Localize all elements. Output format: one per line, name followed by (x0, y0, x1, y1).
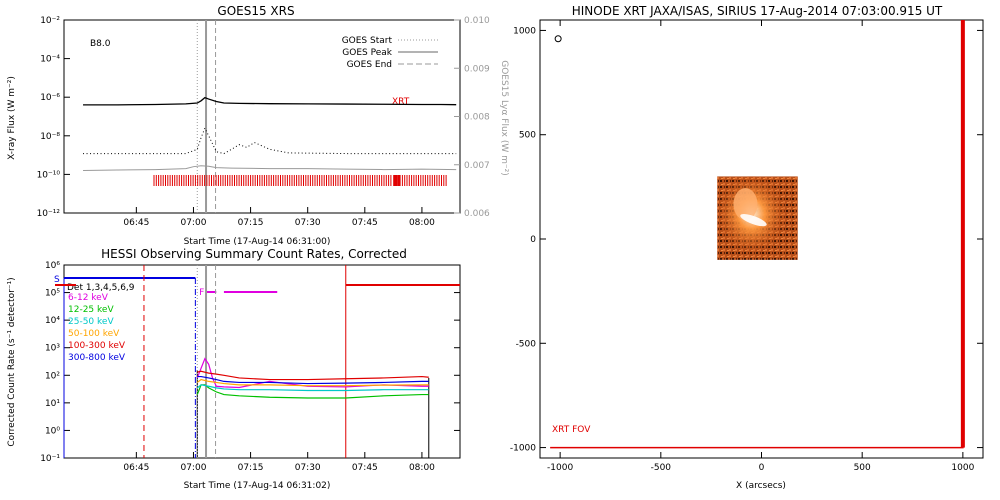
goes-y-tick-label: 10⁻¹⁰ (37, 170, 61, 180)
hessi-legend-label: 300-800 keV (68, 353, 126, 363)
hessi-legend-label: 6-12 keV (68, 293, 109, 303)
goes-y-tick-label: 10⁻⁴ (40, 55, 60, 65)
goes-x-tick-label: 08:00 (409, 218, 435, 228)
goes-title: GOES15 XRS (217, 4, 294, 18)
hessi-legend-title: Det 1,3,4,5,6,9 (67, 283, 135, 293)
xrt-fov-right-edge (960, 20, 965, 448)
xrt-coverage-tick (397, 175, 401, 186)
hessi-f-flag: F (199, 288, 204, 298)
goes-y2-tick-label: 0.008 (464, 113, 490, 123)
hessi-x-tick-label: 08:00 (409, 463, 435, 473)
hessi-series (196, 384, 429, 399)
hessi-x-tick-label: 07:45 (352, 463, 378, 473)
xrt-x-tick-label: 1000 (951, 463, 974, 473)
hessi-s-flag: S (54, 275, 60, 285)
goes-x-tick-label: 07:15 (238, 218, 264, 228)
xrt-y-tick-label: -500 (516, 339, 537, 349)
xrt-y-tick-label: 1000 (513, 26, 536, 36)
hessi-x-tick-label: 07:15 (238, 463, 264, 473)
xrt-x-tick-label: -500 (651, 463, 672, 473)
goes-class-annotation: B8.0 (90, 39, 111, 49)
hessi-legend-label: 50-100 keV (68, 329, 120, 339)
hessi-xlabel: Start Time (17-Aug-14 06:31:02) (184, 481, 331, 491)
xrt-coverage-tick (393, 175, 396, 186)
hessi-y-tick-label: 10⁰ (45, 426, 60, 436)
goes-x-tick-label: 07:45 (352, 218, 378, 228)
xrt-fov-label: XRT FOV (552, 425, 591, 435)
goes-y2-tick-label: 0.007 (464, 161, 490, 171)
hessi-x-tick-label: 06:45 (123, 463, 149, 473)
goes-legend-label: GOES Peak (342, 48, 392, 58)
hessi-series (196, 384, 429, 392)
goes-y-tick-label: 10⁻⁸ (40, 132, 60, 142)
hessi-y-tick-label: 10⁵ (45, 289, 60, 299)
goes-legend: GOES Start GOES Peak GOES End (342, 36, 438, 70)
goes-y2-tick-label: 0.010 (464, 16, 490, 26)
hessi-x-tick-label: 07:30 (295, 463, 321, 473)
goes-y2label: GOES15 Lyα Flux (W m⁻²) (499, 60, 509, 176)
goes-legend-label: GOES End (347, 60, 392, 70)
hessi-legend: 6-12 keV 12-25 keV 25-50 keV 50-100 keV 100-… (68, 293, 126, 363)
hessi-y-tick-label: 10⁶ (45, 261, 60, 271)
hessi-legend-label: 25-50 keV (68, 317, 114, 327)
goes-long-series (83, 96, 457, 106)
xrt-coverage-label: XRT (392, 97, 410, 107)
goes-x-tick-label: 07:00 (180, 218, 206, 228)
xrt-xlabel: X (arcsecs) (736, 481, 786, 491)
goes-ylabel: X-ray Flux (W m⁻²) (7, 76, 17, 160)
xrt-x-tick-label: 500 (854, 463, 871, 473)
hessi-x-tick-label: 07:00 (180, 463, 206, 473)
goes-x-tick-label: 06:45 (123, 218, 149, 228)
goes-y-tick-label: 10⁻¹² (37, 209, 61, 219)
xrt-coverage-ticks (153, 175, 447, 186)
xrt-image-lobe (733, 188, 758, 221)
hessi-legend-label: 100-300 keV (68, 341, 126, 351)
xrt-image-flare-loop (740, 214, 767, 227)
hessi-series (197, 370, 429, 381)
hessi-y-tick-label: 10⁴ (45, 316, 60, 326)
xrt-y-tick-label: 0 (530, 235, 536, 245)
goes-y-tick-label: 10⁻⁶ (40, 93, 60, 103)
goes-lya-series (83, 165, 457, 172)
hessi-ylabel: Corrected Count Rate (s⁻¹ detector⁻¹) (7, 277, 17, 446)
hessi-series (196, 378, 429, 387)
xrt-x-tick-label: -1000 (547, 463, 573, 473)
goes-x-tick-label: 07:30 (295, 218, 321, 228)
goes-xlabel: Start Time (17-Aug-14 06:31:00) (184, 237, 331, 247)
hessi-series (197, 375, 429, 385)
goes-legend-label: GOES Start (342, 36, 393, 46)
hessi-y-tick-label: 10³ (45, 344, 60, 354)
goes-y2-tick-label: 0.006 (464, 209, 490, 219)
xrt-coverage-tick (395, 175, 398, 186)
hessi-legend-label: 12-25 keV (68, 305, 114, 315)
xrt-marker (554, 35, 562, 43)
xrt-panel: HINODE XRT JAXA/ISAS, SIRIUS 17-Aug-2014… (510, 4, 984, 491)
hessi-title: HESSI Observing Summary Count Rates, Cor… (101, 247, 407, 261)
hessi-y-tick-label: 10⁻¹ (40, 454, 60, 464)
hessi-y-tick-label: 10² (45, 371, 60, 381)
xrt-title: HINODE XRT JAXA/ISAS, SIRIUS 17-Aug-2014… (572, 4, 943, 18)
goes-y2-tick-label: 0.009 (464, 64, 490, 74)
xrt-y-tick-label: -1000 (510, 444, 536, 454)
hessi-panel: HESSI Observing Summary Count Rates, Cor… (7, 247, 461, 491)
goes-short-series (83, 126, 457, 155)
xrt-y-tick-label: 500 (519, 131, 536, 141)
goes-y-tick-label: 10⁻² (40, 16, 60, 26)
hessi-y-tick-label: 10¹ (45, 399, 60, 409)
xrt-x-tick-label: 0 (759, 463, 765, 473)
